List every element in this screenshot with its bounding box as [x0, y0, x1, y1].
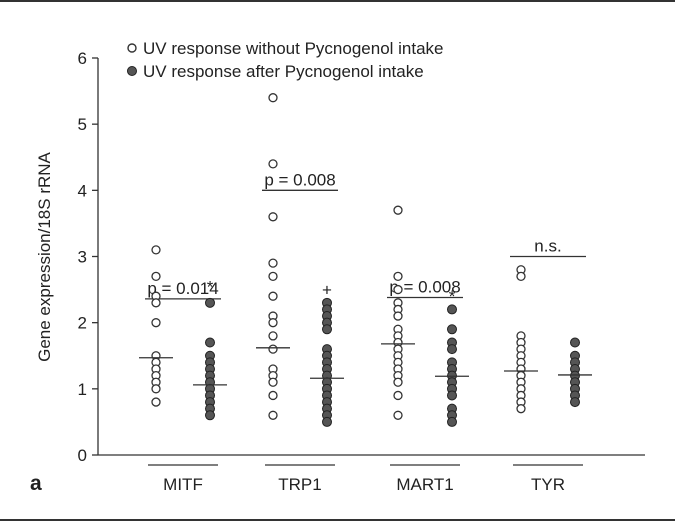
y-axis-title: Gene expression/18S rRNA — [35, 151, 54, 361]
significance-label: p = 0.008 — [264, 170, 335, 189]
y-tick-label: 6 — [78, 49, 87, 68]
open-point — [268, 159, 278, 169]
open-point — [268, 271, 278, 282]
open-point — [393, 377, 403, 387]
open-point — [268, 258, 278, 268]
open-point — [393, 205, 403, 215]
category-label: MART1 — [396, 475, 453, 494]
open-point — [151, 384, 161, 394]
category-label: TYR — [531, 475, 565, 494]
open-point — [268, 410, 278, 420]
filled-point — [447, 416, 457, 427]
filled-point — [322, 324, 332, 335]
open-point — [151, 271, 161, 282]
legend-open-circle-icon — [127, 43, 137, 53]
significance-markers: * + * — [207, 277, 456, 306]
panel-letter: a — [30, 472, 42, 495]
y-tick-label: 1 — [78, 380, 87, 399]
significance-marker: * — [449, 287, 456, 306]
legend: UV response without Pycnogenol intake UV… — [127, 39, 444, 81]
open-point — [393, 311, 403, 321]
open-point — [516, 271, 526, 282]
filled-point — [322, 416, 332, 427]
significance-label: p = 0.008 — [389, 278, 460, 297]
open-point — [151, 298, 161, 308]
y-axis-ticks: 0 1 2 3 4 5 6 — [78, 49, 98, 465]
median-lines — [139, 343, 592, 386]
significance-marker: * — [207, 277, 214, 296]
filled-point — [570, 337, 580, 348]
filled-point — [447, 390, 457, 401]
y-tick-label: 0 — [78, 446, 87, 465]
significance-marker: + — [322, 281, 332, 300]
legend-filled-circle-icon — [127, 66, 137, 76]
open-point — [151, 318, 161, 328]
open-point — [268, 344, 278, 354]
open-point — [268, 331, 278, 341]
open-point — [393, 410, 403, 420]
significance-label: n.s. — [534, 237, 561, 256]
open-point — [268, 212, 278, 222]
open-point — [268, 390, 278, 401]
legend-label-without: UV response without Pycnogenol intake — [143, 39, 444, 58]
filled-point — [447, 344, 457, 355]
category-labels: MITF TRP1 MART1 TYR — [148, 464, 583, 494]
open-point — [516, 404, 526, 414]
open-point — [268, 318, 278, 328]
filled-point — [205, 297, 215, 308]
y-tick-label: 4 — [78, 181, 87, 200]
category-label: MITF — [163, 475, 203, 494]
open-point — [268, 377, 278, 387]
y-tick-label: 3 — [78, 248, 87, 267]
y-tick-label: 2 — [78, 314, 87, 333]
filled-point — [570, 397, 580, 408]
legend-label-after: UV response after Pycnogenol intake — [143, 62, 424, 81]
filled-point — [205, 337, 215, 348]
significance-label: p = 0.014 — [147, 279, 218, 298]
open-point — [151, 245, 161, 255]
open-point — [393, 271, 403, 282]
y-tick-label: 5 — [78, 115, 87, 134]
filled-point — [447, 324, 457, 335]
filled-point — [205, 410, 215, 421]
filled-point — [447, 304, 457, 315]
open-point — [393, 390, 403, 401]
category-label: TRP1 — [278, 475, 321, 494]
data-points — [151, 93, 580, 427]
open-point — [268, 93, 278, 103]
open-point — [393, 284, 403, 295]
open-point — [268, 291, 278, 301]
open-point — [151, 397, 161, 407]
